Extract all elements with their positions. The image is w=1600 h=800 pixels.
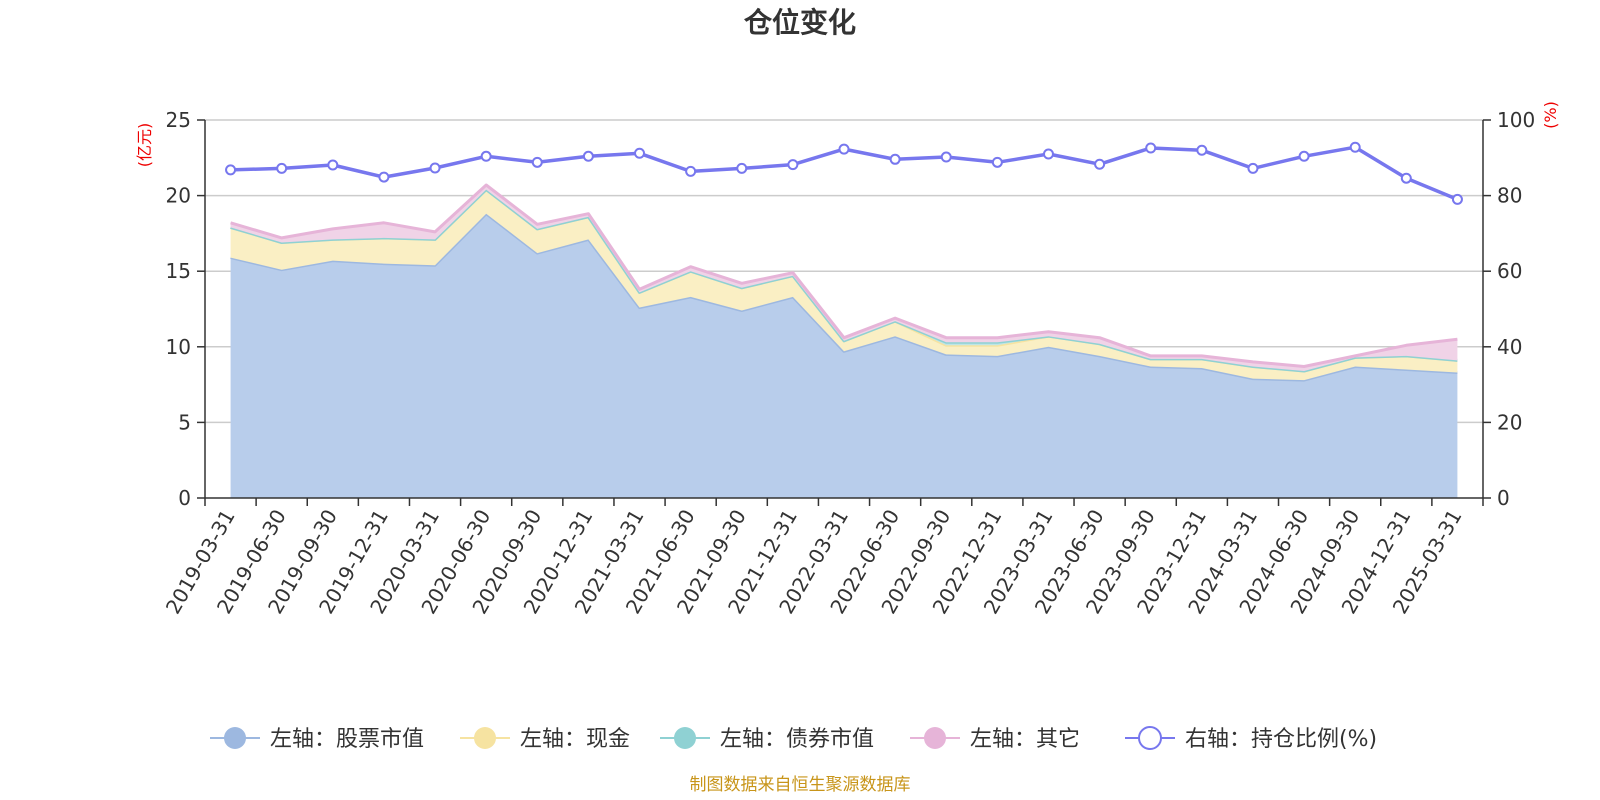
legend-marker-2	[674, 727, 696, 749]
legend: 左轴：股票市值 左轴：现金 左轴：债券市值 左轴：其它 右轴：持仓比例(%)	[210, 726, 1377, 752]
ratio-point	[429, 162, 441, 174]
ratio-point	[1349, 141, 1361, 153]
ratio-point	[838, 143, 850, 155]
area-line-series-3	[230, 183, 1458, 368]
area-series-1	[230, 189, 1458, 381]
ratio-point	[736, 162, 748, 174]
ratio-point	[1145, 142, 1157, 154]
ratio-point	[1196, 144, 1208, 156]
ratio-point	[480, 150, 492, 162]
holding-ratio-series	[225, 141, 1463, 205]
chart-title: 仓位变化	[744, 6, 856, 39]
left-tick-label: 0	[178, 486, 191, 510]
ratio-point	[1042, 148, 1054, 160]
ratio-point	[1247, 162, 1259, 174]
right-tick-label: 100	[1497, 108, 1535, 132]
right-tick-label: 80	[1497, 184, 1522, 208]
right-tick-label: 20	[1497, 410, 1522, 434]
left-tick-label: 10	[166, 335, 191, 359]
ratio-point	[889, 153, 901, 165]
ratio-point	[685, 165, 697, 177]
legend-marker-0	[224, 727, 246, 749]
ratio-point	[582, 150, 594, 162]
ratio-point	[991, 156, 1003, 168]
right-tick-label: 40	[1497, 335, 1522, 359]
legend-label-4: 右轴：持仓比例(%)	[1185, 727, 1377, 752]
stacked-areas	[230, 183, 1458, 498]
legend-label-1: 左轴：现金	[520, 727, 630, 752]
ratio-point	[787, 159, 799, 171]
legend-label-0: 左轴：股票市值	[270, 727, 424, 752]
right-tick-label: 0	[1497, 486, 1510, 510]
ratio-point	[327, 159, 339, 171]
ratio-point	[634, 147, 646, 159]
ratio-point	[276, 162, 288, 174]
ratio-point	[1451, 193, 1463, 205]
ratio-point	[940, 151, 952, 163]
legend-label-3: 左轴：其它	[970, 727, 1080, 752]
ratio-point	[1400, 172, 1412, 184]
left-tick-label: 25	[166, 108, 191, 132]
left-tick-label: 5	[178, 410, 191, 434]
legend-marker-3	[924, 727, 946, 749]
ratio-point	[378, 171, 390, 183]
right-tick-label: 60	[1497, 259, 1522, 283]
ratio-point	[531, 156, 543, 168]
left-tick-label: 20	[166, 184, 191, 208]
area-series-0	[230, 213, 1458, 498]
ratio-point	[1094, 158, 1106, 170]
right-axis-unit: (%)	[1541, 101, 1560, 129]
legend-marker-4	[1138, 726, 1162, 750]
left-axis-unit: (亿元)	[135, 123, 154, 168]
source-note: 制图数据来自恒生聚源数据库	[690, 775, 911, 795]
ratio-point	[1298, 150, 1310, 162]
legend-marker-1	[474, 727, 496, 749]
legend-label-2: 左轴：债券市值	[720, 727, 874, 752]
left-tick-label: 15	[166, 259, 191, 283]
ratio-line	[230, 145, 1459, 202]
ratio-point	[225, 164, 237, 176]
